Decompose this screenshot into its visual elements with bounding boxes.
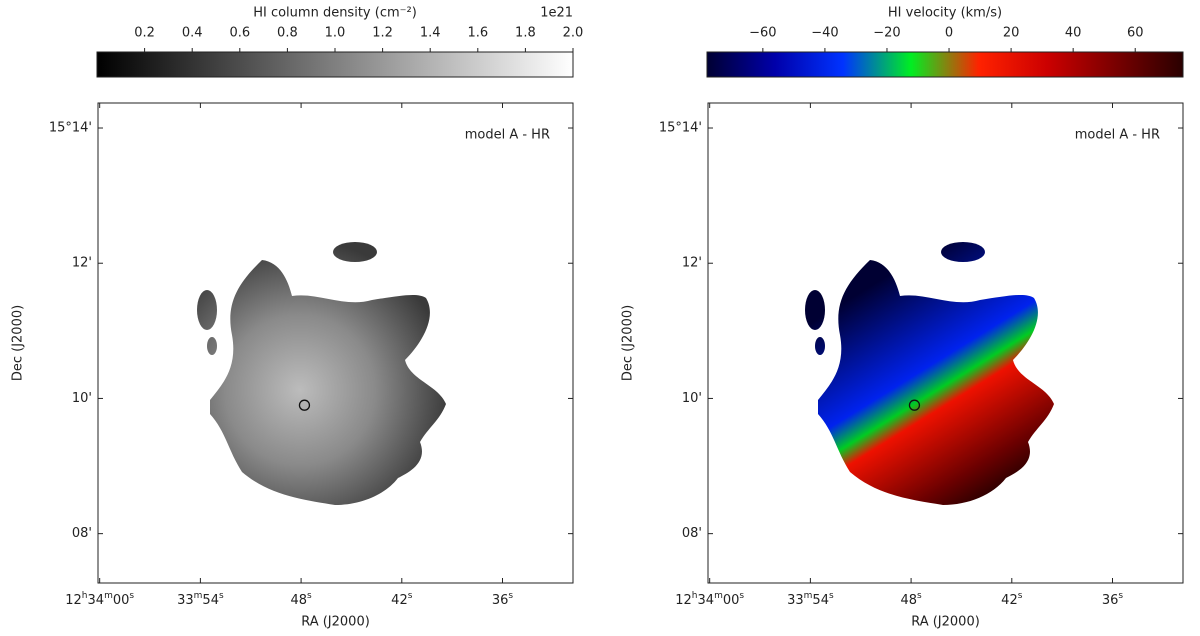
- colorbar-tick-label: 0.6: [229, 26, 250, 41]
- colorbar-tick-label: 40: [1065, 26, 1082, 41]
- colorbar-tick-label: 1.8: [515, 26, 536, 41]
- x-axis-label: RA (J2000): [911, 615, 980, 630]
- colorbar-tick-label: 2.0: [563, 26, 584, 41]
- x-tick-label: 36s: [492, 591, 514, 608]
- y-tick-label: 10': [682, 391, 702, 406]
- colorbar-tick-label: 1.2: [372, 26, 393, 41]
- colorbar-tick-label: 0.4: [182, 26, 203, 41]
- y-tick-label: 08': [72, 526, 92, 541]
- colorbar-offset: 1e21: [540, 6, 573, 21]
- colorbar: [96, 51, 574, 78]
- x-axis-label: RA (J2000): [301, 615, 370, 630]
- colorbar: [706, 51, 1184, 78]
- y-axis-label: Dec (J2000): [11, 305, 26, 381]
- colorbar-tick-label: 0.2: [134, 26, 155, 41]
- x-tick-label: 12h34m00s: [65, 591, 134, 608]
- y-tick-label: 15°14': [659, 121, 702, 136]
- y-tick-label: 15°14': [49, 121, 92, 136]
- x-tick-label: 33m54s: [177, 591, 224, 608]
- y-tick-label: 12': [72, 256, 92, 271]
- colorbar-tick-label: 1.6: [467, 26, 488, 41]
- y-tick-label: 08': [682, 526, 702, 541]
- center-marker: [908, 399, 921, 411]
- center-marker: [298, 399, 311, 411]
- y-tick-label: 12': [682, 256, 702, 271]
- axes-frame: [97, 102, 574, 584]
- colorbar-tick-label: −60: [749, 26, 776, 41]
- x-tick-label: 36s: [1102, 591, 1124, 608]
- density-map: [197, 242, 446, 505]
- velocity-map: [805, 242, 1054, 505]
- colorbar-tick-label: 20: [1003, 26, 1020, 41]
- x-tick-label: 48s: [900, 591, 922, 608]
- colorbar-tick-label: 60: [1127, 26, 1144, 41]
- y-tick-label: 10': [72, 391, 92, 406]
- annotation: model A - HR: [1075, 128, 1160, 143]
- x-tick-label: 12h34m00s: [675, 591, 744, 608]
- x-tick-label: 48s: [290, 591, 312, 608]
- colorbar-tick-label: −40: [811, 26, 838, 41]
- y-axis-label: Dec (J2000): [621, 305, 636, 381]
- axes-frame: [707, 102, 1184, 584]
- colorbar-label: HI column density (cm⁻²): [253, 6, 417, 21]
- annotation: model A - HR: [465, 128, 550, 143]
- colorbar-tick-label: 1.4: [420, 26, 441, 41]
- colorbar-label: HI velocity (km/s): [888, 6, 1002, 21]
- x-tick-label: 42s: [1001, 591, 1023, 608]
- x-tick-label: 42s: [391, 591, 413, 608]
- x-tick-label: 33m54s: [787, 591, 834, 608]
- colorbar-tick-label: 0.8: [277, 26, 298, 41]
- colorbar-tick-label: 1.0: [325, 26, 346, 41]
- colorbar-tick-label: −20: [873, 26, 900, 41]
- colorbar-tick-label: 0: [945, 26, 953, 41]
